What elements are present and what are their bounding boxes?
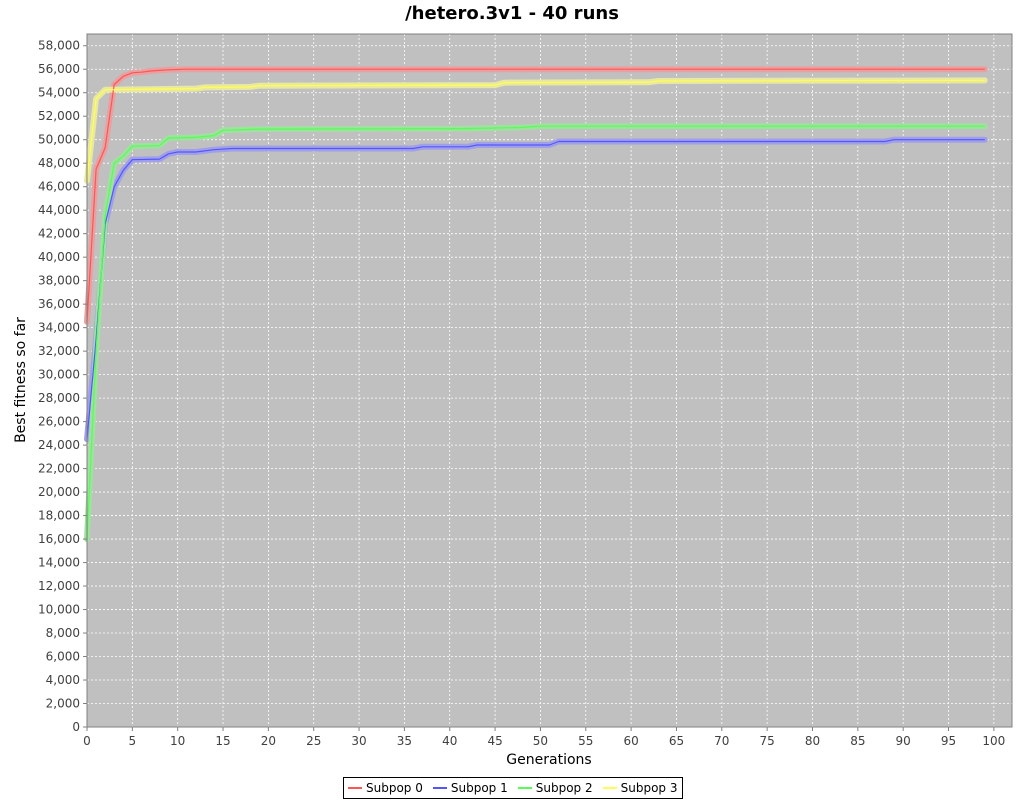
y-tick-label: 20,000	[38, 485, 80, 499]
x-axis-ticks: 0 5 10 15 20 25 30 35 40 45 50 55 60 65 70 75 80 85 90 95 10…	[83, 727, 1005, 748]
legend-item-subpop-1: Subpop 1	[432, 781, 508, 795]
x-tick-label: 10	[170, 734, 185, 748]
y-axis-label: Best fitness so far	[13, 317, 29, 443]
y-tick-label: 26,000	[38, 415, 80, 429]
y-tick-label: 48,000	[38, 156, 80, 170]
legend-label: Subpop 1	[450, 781, 508, 795]
x-tick-label: 0	[83, 734, 91, 748]
plot-area	[87, 34, 1012, 727]
x-tick-label: 40	[442, 734, 457, 748]
chart-title: /hetero.3v1 - 40 runs	[405, 3, 619, 24]
y-tick-label: 30,000	[38, 368, 80, 382]
y-tick-label: 0	[72, 720, 80, 734]
x-axis-label: Generations	[506, 752, 591, 768]
y-tick-label: 22,000	[38, 462, 80, 476]
x-tick-label: 55	[578, 734, 593, 748]
legend-item-subpop-0: Subpop 0	[348, 781, 423, 795]
y-tick-label: 28,000	[38, 391, 80, 405]
x-tick-label: 85	[850, 734, 865, 748]
y-tick-label: 40,000	[38, 250, 80, 264]
y-tick-label: 32,000	[38, 344, 80, 358]
x-tick-label: 70	[714, 734, 729, 748]
grid-lines	[86, 34, 1012, 728]
x-tick-label: 15	[215, 734, 230, 748]
y-tick-label: 50,000	[38, 133, 80, 147]
y-tick-label: 6,000	[46, 650, 80, 664]
legend-item-subpop-3: Subpop 3	[602, 781, 678, 795]
y-tick-label: 46,000	[38, 180, 80, 194]
legend: Subpop 0 Subpop 1 Subpop 2 Subpop 3	[343, 777, 683, 799]
y-tick-label: 24,000	[38, 438, 80, 452]
x-tick-label: 25	[306, 734, 321, 748]
y-tick-label: 36,000	[38, 297, 80, 311]
y-tick-label: 14,000	[38, 556, 80, 570]
legend-label: Subpop 2	[535, 781, 593, 795]
y-tick-label: 54,000	[38, 86, 80, 100]
legend-item-subpop-2: Subpop 2	[517, 781, 593, 795]
y-tick-label: 10,000	[38, 603, 80, 617]
plot-border	[86, 33, 1013, 728]
series-line-1	[86, 139, 985, 440]
series-line-3	[86, 79, 985, 181]
legend-swatch-subpop-3	[602, 787, 617, 789]
y-tick-label: 18,000	[38, 509, 80, 523]
x-tick-label: 20	[261, 734, 276, 748]
series-line-2	[86, 125, 985, 540]
y-tick-label: 38,000	[38, 274, 80, 288]
x-tick-label: 35	[397, 734, 412, 748]
x-tick-label: 100	[982, 734, 1005, 748]
series-line-0	[86, 68, 985, 322]
x-tick-label: 60	[623, 734, 638, 748]
y-tick-label: 56,000	[38, 62, 80, 76]
legend-label: Subpop 3	[620, 781, 678, 795]
y-tick-label: 42,000	[38, 227, 80, 241]
y-tick-label: 34,000	[38, 321, 80, 335]
y-tick-label: 12,000	[38, 579, 80, 593]
y-axis-ticks: 0 2,000 4,000 6,000 8,000 10,000 12,000 14,000 1…	[38, 39, 87, 734]
y-tick-label: 16,000	[38, 532, 80, 546]
x-tick-label: 90	[896, 734, 911, 748]
x-tick-label: 95	[941, 734, 956, 748]
y-tick-label: 4,000	[46, 673, 80, 687]
x-tick-label: 80	[805, 734, 820, 748]
y-tick-label: 52,000	[38, 109, 80, 123]
x-tick-label: 50	[533, 734, 548, 748]
x-tick-label: 30	[351, 734, 366, 748]
legend-label: Subpop 0	[366, 781, 423, 795]
series-lines	[86, 68, 985, 540]
legend-swatch-subpop-1	[432, 787, 447, 789]
x-tick-label: 65	[669, 734, 684, 748]
legend-swatch-subpop-2	[517, 787, 532, 789]
y-tick-label: 58,000	[38, 39, 80, 53]
y-tick-label: 2,000	[46, 697, 80, 711]
legend-swatch-subpop-0	[348, 787, 362, 789]
x-tick-label: 75	[760, 734, 775, 748]
y-tick-label: 44,000	[38, 203, 80, 217]
x-tick-label: 5	[129, 734, 137, 748]
y-tick-label: 8,000	[46, 626, 80, 640]
x-tick-label: 45	[487, 734, 502, 748]
